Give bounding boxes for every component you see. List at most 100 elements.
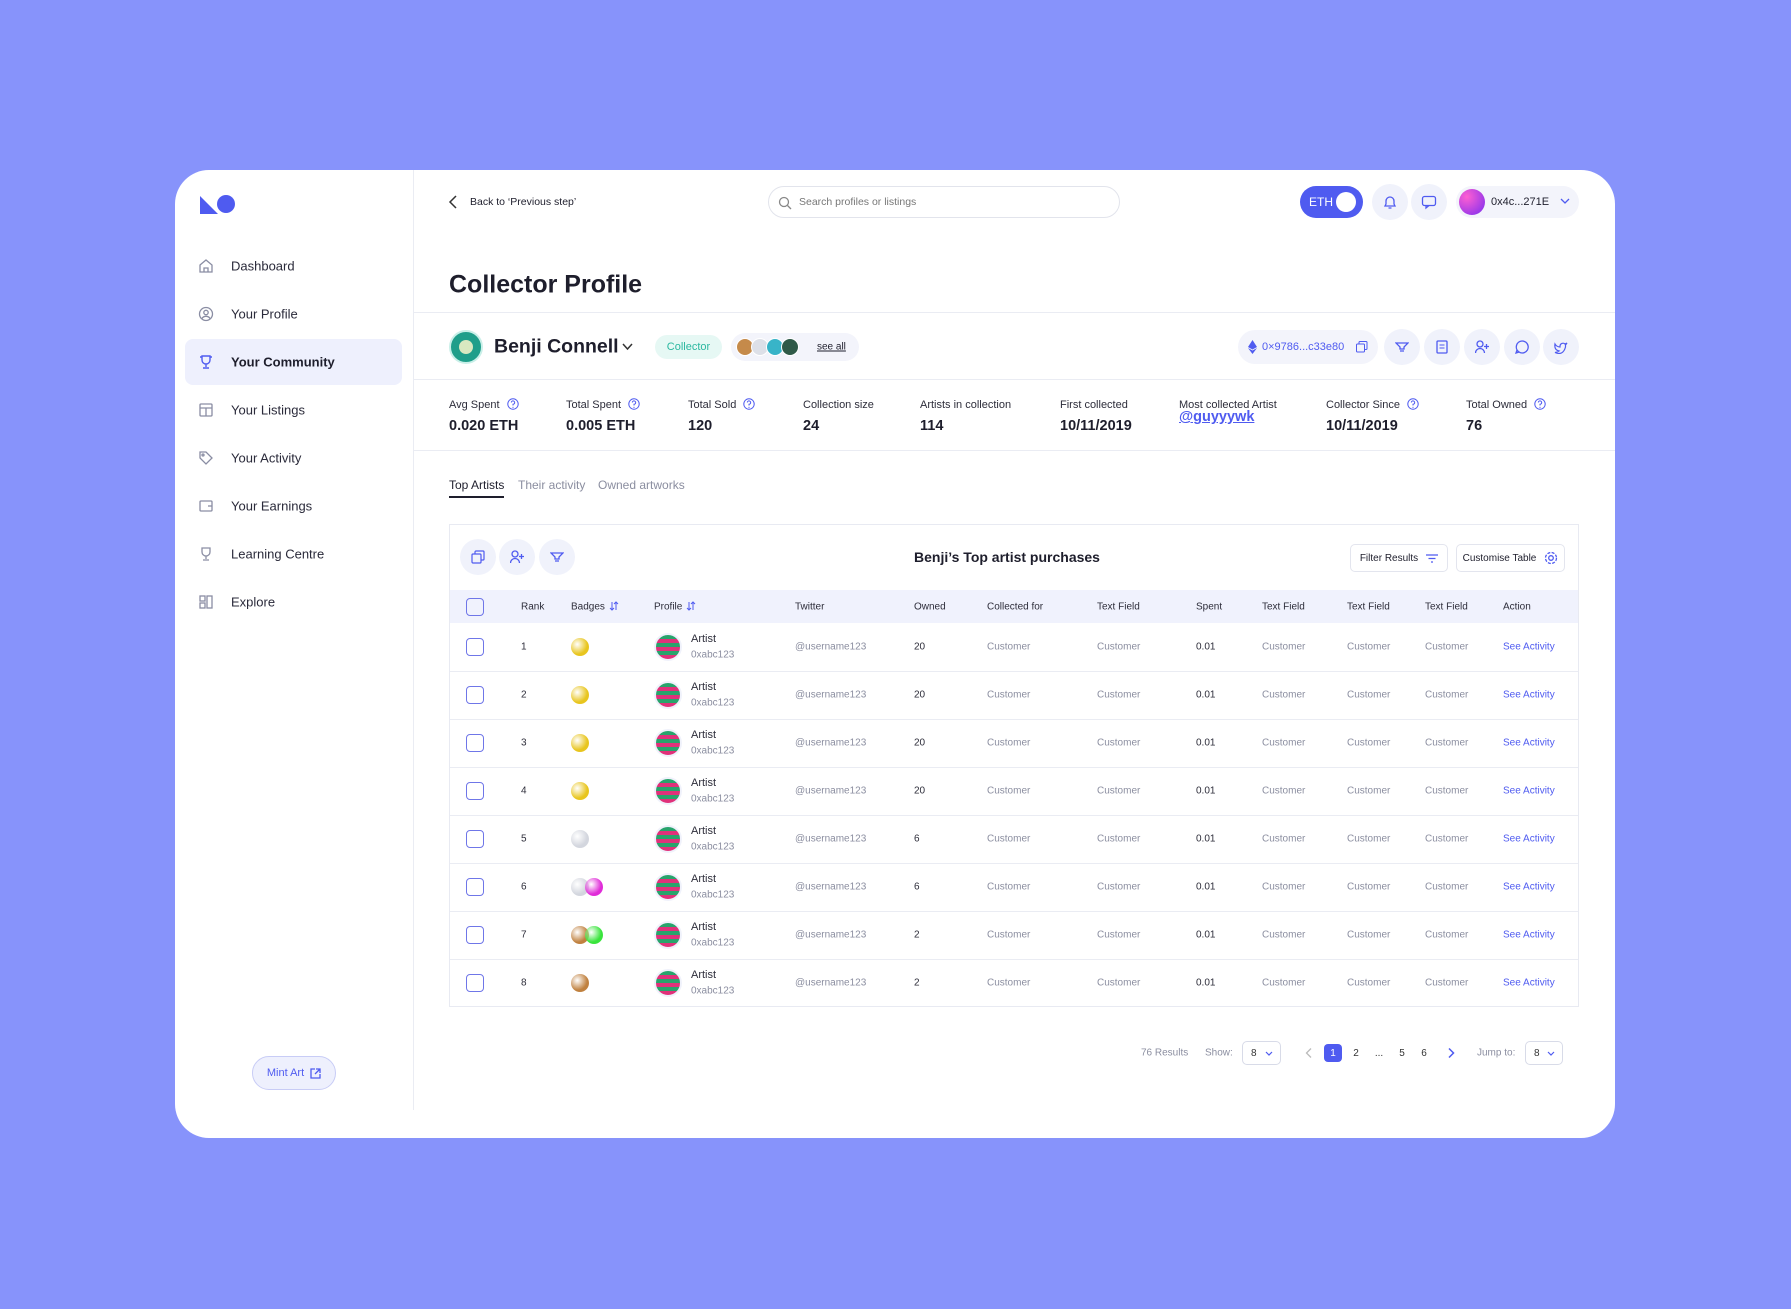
messages-button[interactable] [1411, 184, 1447, 220]
see-activity-link[interactable]: See Activity [1503, 977, 1555, 989]
row-checkbox[interactable] [466, 734, 484, 752]
see-activity-link[interactable]: See Activity [1503, 785, 1555, 797]
column-header[interactable]: Badges [571, 601, 605, 613]
tab[interactable]: Their activity [518, 478, 586, 492]
row-checkbox[interactable] [466, 638, 484, 656]
profile-avatar [449, 330, 483, 364]
notes-button[interactable] [1424, 329, 1460, 365]
badge-tool[interactable] [539, 539, 575, 575]
artist-name[interactable]: Artist [691, 633, 717, 645]
wallet-avatar [1459, 189, 1485, 215]
notifications-button[interactable] [1372, 184, 1408, 220]
see-activity-link[interactable]: See Activity [1503, 737, 1555, 749]
show-select[interactable]: 8 [1242, 1041, 1281, 1065]
row-checkbox[interactable] [466, 686, 484, 704]
wallet-pill[interactable]: 0x4c...271E [1456, 186, 1579, 218]
nav-icon [198, 450, 214, 466]
artist-avatar [654, 777, 682, 805]
filter-button[interactable]: Filter Results [1350, 544, 1448, 572]
column-header[interactable]: Owned [914, 601, 946, 613]
column-header[interactable]: Spent [1196, 601, 1223, 613]
see-activity-link[interactable]: See Activity [1503, 881, 1555, 893]
table-title: Benji’s Top artist purchases [914, 549, 1100, 565]
row-checkbox[interactable] [466, 782, 484, 800]
artist-name[interactable]: Artist [691, 681, 717, 693]
follow-tool[interactable] [499, 539, 535, 575]
see-activity-link[interactable]: See Activity [1503, 689, 1555, 701]
see-activity-link[interactable]: See Activity [1503, 929, 1555, 941]
prev-page [1305, 1048, 1312, 1058]
icon [1515, 340, 1529, 354]
nav-item[interactable]: Your Activity [231, 450, 302, 466]
address-pill[interactable]: 0×9786...c33e80 [1238, 330, 1378, 364]
cell: Customer [1347, 977, 1391, 989]
nav-item[interactable]: Learning Centre [231, 546, 325, 562]
see-activity-link[interactable]: See Activity [1503, 641, 1555, 653]
search-box[interactable]: Search profiles or listings [768, 186, 1120, 218]
twitter-button[interactable] [1543, 329, 1579, 365]
page-number[interactable]: 1 [1324, 1044, 1342, 1062]
follow-button[interactable] [1464, 329, 1500, 365]
column-header[interactable]: Text Field [1347, 601, 1390, 613]
rank: 1 [521, 641, 527, 653]
see-activity-link[interactable]: See Activity [1503, 833, 1555, 845]
message-button[interactable] [1504, 329, 1540, 365]
mint-art-button[interactable]: Mint Art [252, 1056, 336, 1090]
copy-tool[interactable] [460, 539, 496, 575]
tab[interactable]: Owned artworks [598, 478, 685, 492]
column-header[interactable]: Text Field [1425, 601, 1468, 613]
artist-name[interactable]: Artist [691, 729, 717, 741]
column-header[interactable]: Text Field [1097, 601, 1140, 613]
back-link[interactable]: Back to ‘Previous step’ [470, 196, 577, 208]
see-all-link[interactable]: see all [817, 341, 846, 353]
column-header[interactable]: Action [1503, 601, 1531, 613]
profile-chevron[interactable] [622, 343, 633, 351]
rank: 3 [521, 737, 527, 749]
logo [200, 195, 235, 214]
column-header[interactable]: Collected for [987, 601, 1044, 613]
artist-name[interactable]: Artist [691, 777, 717, 789]
currency-toggle[interactable]: ETH [1300, 186, 1363, 218]
artist-name[interactable]: Artist [691, 921, 717, 933]
column-header[interactable]: Twitter [795, 601, 825, 613]
nav-item[interactable]: Explore [231, 594, 276, 610]
tab[interactable]: Top Artists [449, 478, 505, 492]
row-checkbox[interactable] [466, 926, 484, 944]
back-arrow[interactable] [448, 195, 458, 209]
nav-item[interactable]: Your Listings [231, 402, 305, 418]
cell: Customer [1262, 641, 1306, 653]
nav-item[interactable]: Your Profile [231, 306, 298, 322]
collections-pill[interactable]: see all [731, 333, 859, 361]
nav-item[interactable]: Your Earnings [231, 498, 313, 514]
jump-select[interactable]: 8 [1525, 1041, 1563, 1065]
page-number[interactable]: 5 [1399, 1047, 1405, 1059]
customise-button[interactable]: Customise Table [1456, 544, 1565, 572]
nav-icon [198, 546, 214, 562]
select-all-checkbox[interactable] [466, 598, 484, 616]
nav-item[interactable]: Your Community [231, 354, 335, 370]
row-checkbox[interactable] [466, 830, 484, 848]
cell: Customer [1262, 881, 1306, 893]
prev-page [1305, 1048, 1312, 1059]
page-number[interactable]: 6 [1421, 1047, 1427, 1059]
bell-icon [1383, 196, 1397, 209]
column-header[interactable]: Text Field [1262, 601, 1305, 613]
artist-name[interactable]: Artist [691, 825, 717, 837]
nav-icon [199, 595, 213, 609]
column-header[interactable]: Rank [521, 601, 545, 613]
eth-address: 0×9786...c33e80 [1262, 341, 1345, 353]
row-checkbox[interactable] [466, 974, 484, 992]
artist-avatar [654, 633, 682, 661]
row-checkbox[interactable] [466, 878, 484, 896]
column-header[interactable]: Profile [654, 601, 683, 613]
nav-icon [199, 500, 213, 512]
badge-button[interactable] [1384, 329, 1420, 365]
artist-name[interactable]: Artist [691, 969, 717, 981]
help-icon [1407, 398, 1419, 410]
stat-label: Most collected Artist [1179, 399, 1277, 411]
page-number[interactable]: ... [1374, 1047, 1384, 1059]
artist-name[interactable]: Artist [691, 873, 717, 885]
nav-item[interactable]: Dashboard [231, 258, 295, 274]
page-number[interactable]: 2 [1353, 1047, 1359, 1059]
row-divider [450, 719, 1578, 720]
